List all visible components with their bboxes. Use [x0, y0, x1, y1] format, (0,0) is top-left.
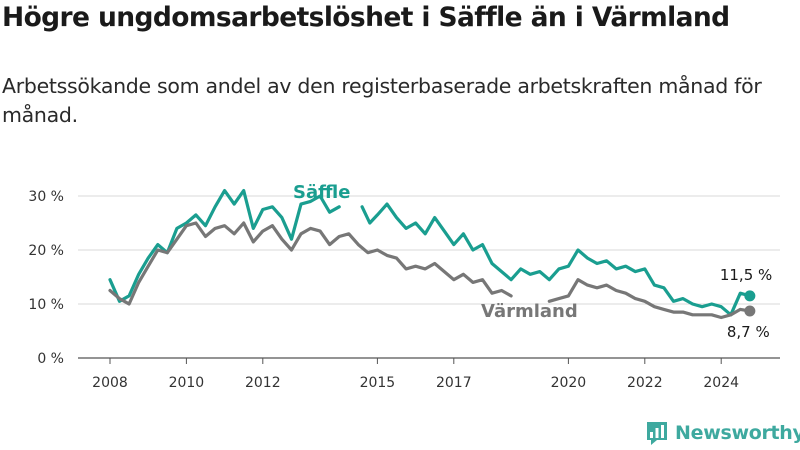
- x-axis: 2008 2010 2012 2015 2017 2020 2022 2024: [78, 357, 780, 391]
- x-tick-label: 2008: [92, 375, 128, 391]
- y-tick-label: 30 %: [28, 189, 64, 205]
- series-lines: [108, 189, 756, 320]
- series-line-s-ffle: [108, 189, 752, 317]
- x-tick-label: 2017: [436, 375, 472, 391]
- y-tick-label: 10 %: [28, 297, 64, 313]
- y-tick-label: 20 %: [28, 243, 64, 259]
- series-end-point-s-ffle: [744, 290, 756, 302]
- x-tick-label: 2015: [360, 375, 396, 391]
- series-line-v-rmland: [108, 221, 752, 320]
- page-title: Högre ungdomsarbetslöshet i Säffle än i …: [2, 2, 730, 33]
- x-tick-label: 2022: [627, 375, 663, 391]
- series-labels: Säffle Värmland 11,5 % 8,7 %: [293, 182, 772, 341]
- series-name-label: Värmland: [481, 301, 578, 322]
- y-axis: 0 % 10 % 20 % 30 %: [28, 189, 64, 367]
- series-name-label: Säffle: [293, 182, 350, 203]
- brand-logo: Newsworthy: [645, 420, 800, 446]
- page-subtitle: Arbetssökande som andel av den registerb…: [2, 74, 762, 127]
- brand-name: Newsworthy: [675, 422, 800, 444]
- series-end-point-v-rmland: [744, 305, 756, 317]
- x-tick-label: 2020: [551, 375, 587, 391]
- x-tick-label: 2010: [169, 375, 205, 391]
- series-end-value-label: 8,7 %: [727, 323, 770, 341]
- x-tick-label: 2012: [245, 375, 281, 391]
- y-tick-label: 0 %: [37, 351, 64, 367]
- x-tick-label: 2024: [703, 375, 739, 391]
- series-end-value-label: 11,5 %: [720, 266, 772, 284]
- bar-chart-logo-icon: [647, 422, 667, 445]
- gridlines: [78, 195, 780, 305]
